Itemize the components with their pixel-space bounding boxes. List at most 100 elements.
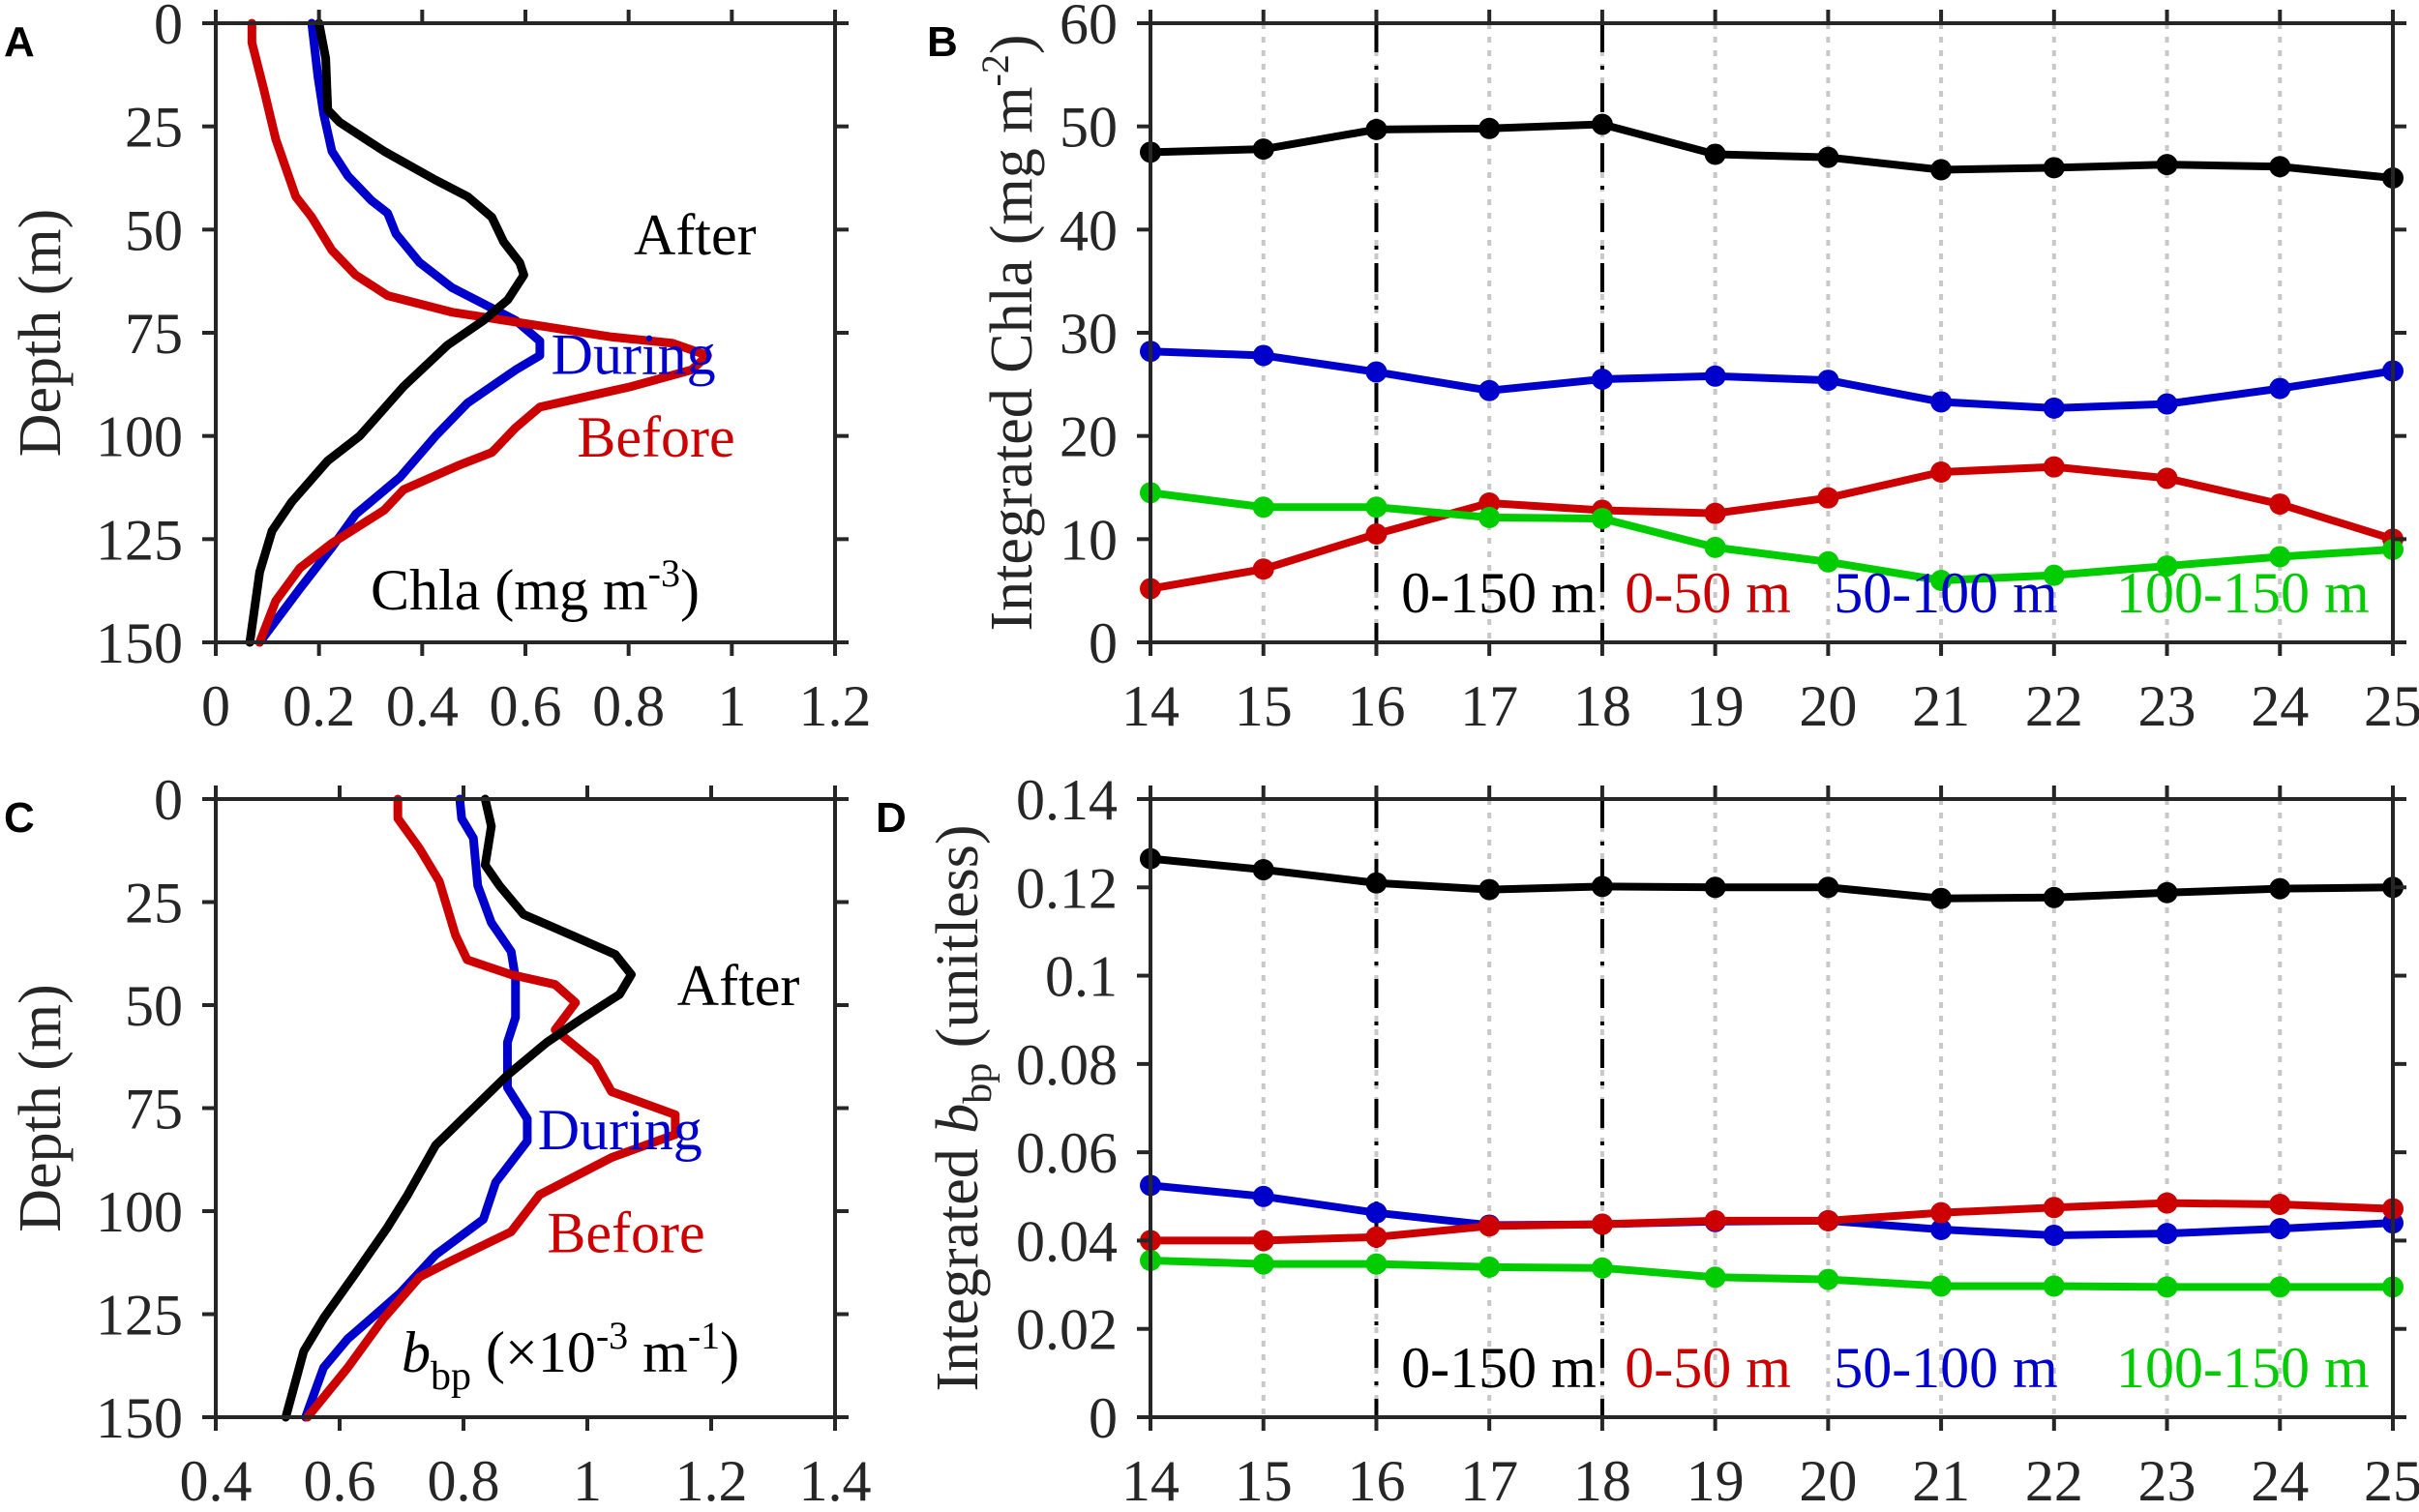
y-tick-label: 0.06: [1016, 1121, 1118, 1185]
x-tick-label: 18: [1573, 1449, 1631, 1512]
data-point-50-100-m: [2156, 1223, 2178, 1245]
data-point-0-150-m: [2269, 156, 2291, 178]
x-tick-label: 19: [1687, 1449, 1745, 1512]
data-point-0-50-m: [1704, 1209, 1726, 1231]
data-point-50-100-m: [1365, 1201, 1388, 1224]
x-tick-label: 16: [1347, 1449, 1405, 1512]
x-tick-label: 24: [2251, 1449, 2309, 1512]
x-tick-label: 1: [717, 674, 746, 738]
annotation-after: After: [634, 203, 757, 267]
data-point-0-150-m: [1478, 117, 1501, 139]
data-point-0-150-m: [1365, 118, 1388, 140]
data-point-0-50-m: [1930, 461, 1953, 483]
series-line-50-100-m: [1147, 347, 2397, 412]
data-point-100-150-m: [2043, 1275, 2065, 1297]
data-point-0-150-m: [2156, 881, 2178, 904]
x-tick-label: 0: [201, 674, 230, 738]
data-point-0-150-m: [1591, 875, 1613, 898]
text-part: ): [680, 558, 700, 622]
data-point-50-100-m: [1930, 1219, 1953, 1241]
y-axis-label: Integrated Chla (mg m-2): [973, 35, 1045, 632]
y-tick-label: 0.02: [1016, 1298, 1118, 1362]
legend-item: 50-100 m: [1834, 1336, 2058, 1400]
series-line-after: [281, 794, 636, 1422]
data-point-100-150-m: [1817, 550, 1839, 573]
data-point-100-150-m: [2043, 564, 2065, 586]
series-line-0-150-m: [1147, 120, 2397, 182]
data-point-0-150-m: [1252, 859, 1274, 881]
series-line-during: [254, 18, 545, 647]
data-point-0-150-m: [1930, 159, 1953, 181]
data-point-100-150-m: [1704, 1266, 1726, 1289]
data-point-50-100-m: [1591, 369, 1613, 390]
data-point-0-50-m: [2156, 1192, 2178, 1214]
x-tick-label: 23: [2138, 674, 2196, 738]
y-tick-label: 0.1: [1045, 945, 1118, 1009]
series-group: [245, 18, 712, 647]
data-point-100-150-m: [2156, 1276, 2178, 1298]
data-point-0-150-m: [1591, 113, 1613, 135]
x-tick-label: 22: [2025, 674, 2083, 738]
data-point-50-100-m: [1365, 361, 1388, 383]
data-point-0-50-m: [1591, 1213, 1613, 1235]
annotation-before: Before: [577, 405, 734, 469]
series-line-0-50-m: [1147, 462, 2397, 593]
y-tick-label: 125: [96, 1284, 183, 1348]
y-tick-label: 0: [1089, 611, 1118, 675]
data-point-0-150-m: [1704, 876, 1726, 899]
text-part: ): [979, 35, 1045, 55]
x-tick-label: 16: [1347, 674, 1405, 738]
annotation-during: During: [538, 1098, 702, 1162]
data-point-50-100-m: [1930, 391, 1953, 413]
data-point-50-100-m: [1817, 370, 1839, 392]
data-point-100-150-m: [1252, 496, 1274, 519]
x-tick-label: 14: [1121, 674, 1180, 738]
text-part: Integrated Chla (mg m: [979, 86, 1045, 631]
legend-item: 0-50 m: [1625, 1336, 1791, 1400]
data-point-0-50-m: [1252, 558, 1274, 580]
panel-letter: A: [4, 18, 35, 66]
data-point-100-150-m: [1252, 1253, 1274, 1275]
y-tick-label: 150: [96, 611, 183, 675]
panel-d: D 14 15 16 17 18 19 20 21 22 23 24 25 0 0.02 0.04 0.06 0.…: [876, 768, 2419, 1512]
data-point-0-50-m: [1704, 502, 1726, 524]
data-point-0-150-m: [1704, 143, 1726, 165]
data-point-0-150-m: [2156, 154, 2178, 176]
x-tick-label: 20: [1799, 1449, 1857, 1512]
x-tick-label: 21: [1912, 674, 1970, 738]
data-point-0-150-m: [1817, 876, 1839, 899]
quantity-label: bbp (×10-3 m-1): [402, 1314, 739, 1399]
y-tick-label: 0.12: [1016, 856, 1118, 920]
x-tick-label: 17: [1460, 1449, 1518, 1512]
data-point-0-150-m: [2043, 157, 2065, 179]
y-tick-label: 125: [96, 508, 183, 572]
data-point-0-50-m: [1817, 487, 1839, 509]
data-point-100-150-m: [1817, 1268, 1839, 1290]
data-point-0-150-m: [2043, 886, 2065, 908]
y-tick-label: 10: [1060, 508, 1118, 572]
y-axis-label: Depth (m): [8, 209, 74, 458]
x-tick-label: 1.4: [799, 1449, 872, 1512]
annotation-during: During: [552, 323, 716, 387]
y-tick-label: 75: [125, 1078, 183, 1141]
legend-item: 100-150 m: [2116, 1336, 2370, 1400]
text-part: -1: [688, 1314, 720, 1357]
y-tick-label: 0.08: [1016, 1033, 1118, 1097]
series-line-50-100-m: [1147, 1181, 2397, 1239]
data-point-100-150-m: [1591, 508, 1613, 529]
x-tick-label: 21: [1912, 1449, 1970, 1512]
x-tick-label: 15: [1235, 674, 1293, 738]
text-part: b: [925, 1104, 991, 1134]
quantity-label: Chla (mg m-3): [371, 551, 700, 622]
data-point-0-50-m: [2269, 1194, 2291, 1216]
panel-a: A 0 0.2 0.4 0.6 0.8 1 1.2 0 25 50 75 100 125 150 Depth …: [4, 0, 872, 738]
data-point-0-50-m: [2269, 493, 2291, 516]
y-tick-label: 0: [154, 0, 183, 56]
x-tick-label: 25: [2364, 1449, 2419, 1512]
axes-box: [1149, 797, 2395, 1419]
text-part: -3: [648, 551, 680, 595]
y-tick-label: 0: [154, 768, 183, 832]
data-point-100-150-m: [2269, 546, 2291, 568]
annotation-before: Before: [547, 1201, 704, 1265]
data-point-0-50-m: [1817, 1209, 1839, 1231]
